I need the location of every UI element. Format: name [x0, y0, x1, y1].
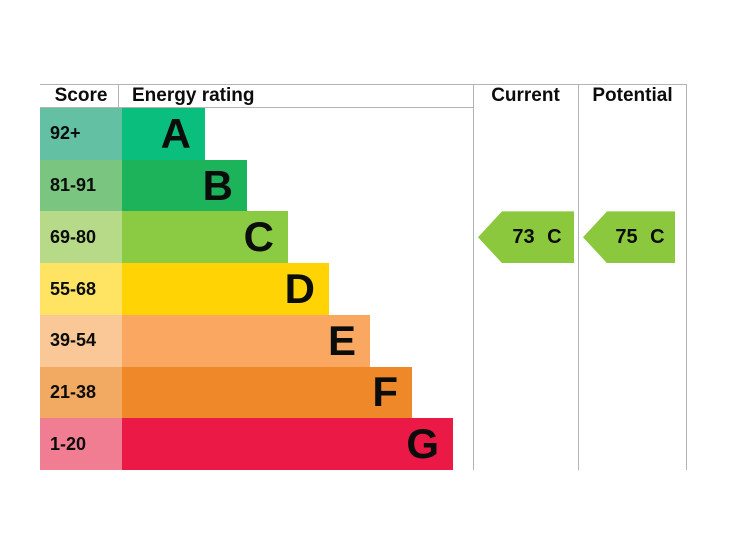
score-cell: 69-80	[40, 211, 122, 264]
epc-rating-chart: Score Energy rating Current Potential 92…	[40, 84, 687, 471]
score-cell: 21-38	[40, 366, 122, 419]
band-row: 21-38 F	[40, 366, 473, 419]
score-cell: 81-91	[40, 159, 122, 212]
band-row: 81-91 B	[40, 159, 473, 212]
current-arrow: 73 C	[478, 211, 574, 264]
potential-rating-label: 75 C	[615, 225, 665, 248]
header-score: Score	[54, 85, 108, 106]
current-column-divider	[473, 84, 474, 470]
energy-bar-d: D	[122, 263, 329, 315]
energy-bar-g: G	[122, 418, 453, 471]
band-row: 39-54 E	[40, 314, 473, 367]
current-rating-label: 73 C	[512, 225, 562, 248]
score-cell: 92+	[40, 108, 122, 160]
band-row: 69-80 C	[40, 211, 473, 264]
chart-header-row: Score Energy rating Current Potential	[40, 84, 687, 108]
band-rows: 92+ A 81-91 B 69-80 C 55-68 D 39-54 E 21…	[40, 108, 473, 471]
energy-bar-b: B	[122, 159, 247, 212]
band-letter: G	[406, 420, 439, 468]
potential-arrow: 75 C	[583, 211, 675, 264]
energy-bar-a: A	[122, 108, 205, 160]
header-current: Current	[491, 85, 560, 106]
band-letter: F	[372, 368, 398, 416]
band-row: 55-68 D	[40, 263, 473, 315]
header-bottom-border	[40, 107, 473, 108]
score-cell: 55-68	[40, 263, 122, 315]
score-cell: 1-20	[40, 418, 122, 471]
chart-top-border	[40, 84, 687, 85]
header-energy-rating: Energy rating	[132, 85, 255, 106]
header-potential: Potential	[592, 85, 673, 106]
potential-column-divider	[578, 84, 579, 470]
score-column-divider	[118, 84, 119, 107]
band-row: 1-20 G	[40, 418, 473, 471]
energy-bar-f: F	[122, 366, 412, 419]
energy-bar-e: E	[122, 314, 370, 367]
band-letter: D	[284, 265, 315, 313]
chart-right-border	[686, 84, 687, 470]
score-cell: 39-54	[40, 314, 122, 367]
band-row: 92+ A	[40, 108, 473, 160]
band-letter: C	[243, 213, 274, 261]
band-letter: E	[327, 316, 356, 364]
energy-bar-c: C	[122, 211, 288, 264]
band-letter: A	[160, 109, 191, 157]
band-letter: B	[202, 161, 233, 209]
